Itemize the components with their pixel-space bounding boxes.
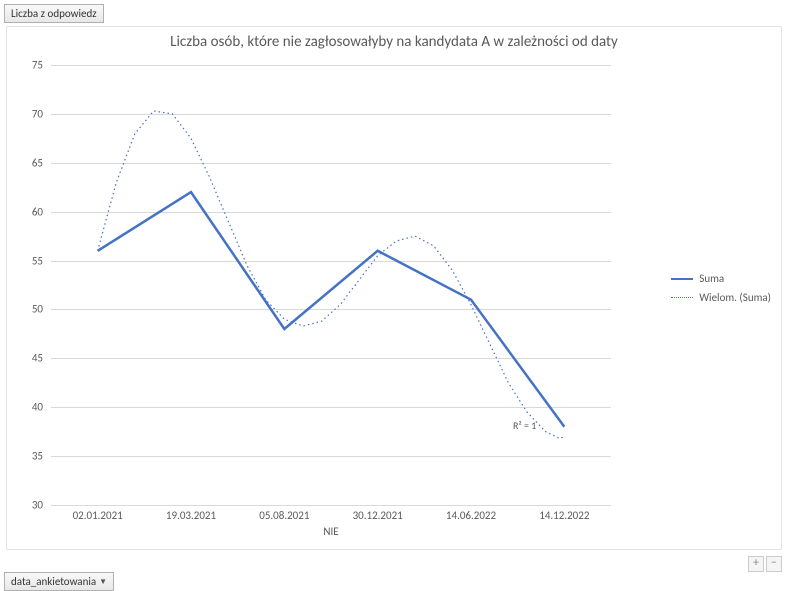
x-tick-label: 19.03.2021 (166, 509, 216, 522)
expand-collapse-buttons: + − (748, 556, 782, 572)
legend-trendline-swatch (671, 297, 693, 298)
collapse-button[interactable]: − (766, 556, 782, 572)
x-tick-label: 02.01.2021 (73, 509, 123, 522)
expand-button[interactable]: + (748, 556, 764, 572)
y-tick-label: 60 (32, 205, 43, 218)
x-axis-title: NIE (51, 525, 611, 538)
legend-item-trendline: Wielom. (Suma) (671, 291, 771, 304)
trendline-wielom (98, 111, 565, 439)
x-tick-label: 05.08.2021 (259, 509, 309, 522)
pivot-field-data-ankietowania[interactable]: data_ankietowania ▼ (4, 572, 114, 591)
legend-trendline-label: Wielom. (Suma) (699, 291, 771, 304)
y-tick-label: 70 (32, 107, 43, 120)
chart-container: Liczba osób, które nie zagłosowałyby na … (6, 26, 782, 550)
legend-item-series: Suma (671, 272, 771, 285)
x-tick-label: 14.12.2022 (539, 509, 589, 522)
y-tick-label: 30 (32, 499, 43, 512)
x-tick-label: 30.12.2021 (353, 509, 403, 522)
chart-legend: Suma Wielom. (Suma) (671, 266, 771, 310)
chart-title: Liczba osób, które nie zagłosowałyby na … (7, 33, 781, 51)
chevron-down-icon: ▼ (99, 577, 107, 587)
gridline (51, 505, 611, 506)
y-tick-label: 75 (32, 59, 43, 72)
x-tick-label: 14.06.2022 (446, 509, 496, 522)
y-tick-label: 40 (32, 401, 43, 414)
legend-series-label: Suma (699, 272, 724, 285)
y-tick-label: 65 (32, 156, 43, 169)
x-axis: 02.01.2021 19.03.2021 05.08.2021 30.12.2021… (51, 509, 611, 523)
y-tick-label: 35 (32, 450, 43, 463)
chart-svg (51, 65, 611, 505)
trendline-r2-label: R² = 1 (513, 419, 536, 432)
y-tick-label: 50 (32, 303, 43, 316)
pivot-value-field-label: Liczba z odpowiedz (11, 7, 97, 20)
legend-series-swatch (671, 278, 693, 280)
plot-area: R² = 1 (51, 65, 611, 505)
y-axis: 30354045505560657075 (7, 65, 47, 505)
series-line-suma (98, 192, 565, 427)
pivot-field-label: data_ankietowania (11, 575, 96, 588)
pivot-value-field-button[interactable]: Liczba z odpowiedz (4, 4, 104, 23)
y-tick-label: 45 (32, 352, 43, 365)
y-tick-label: 55 (32, 254, 43, 267)
